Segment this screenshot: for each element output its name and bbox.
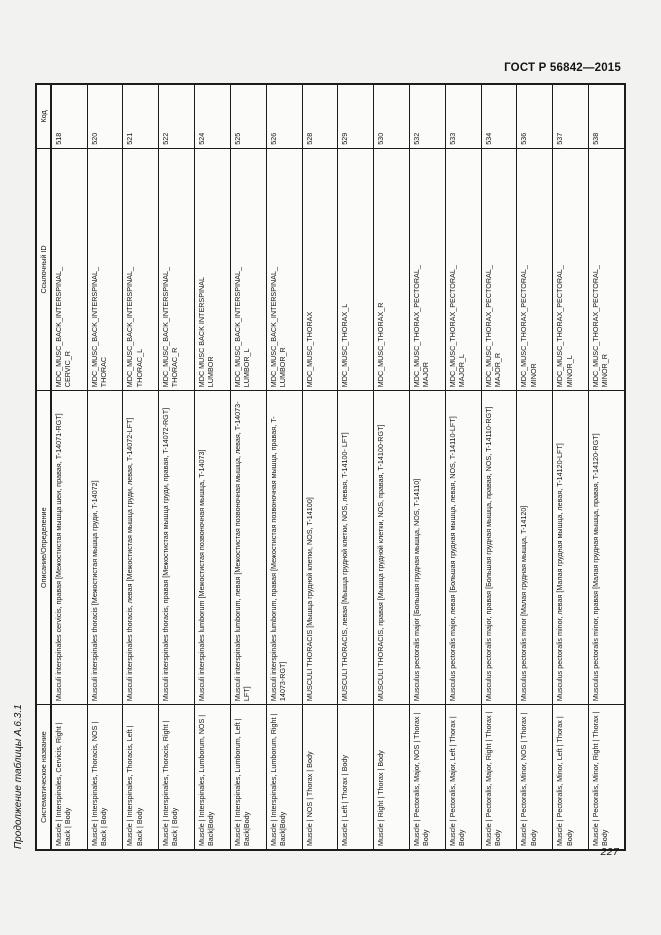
cell-code: 533 <box>445 84 482 149</box>
cell-code: 532 <box>409 84 446 149</box>
table-row: Muscle | Pectoralis, Major, NOS | Thorax… <box>409 84 446 850</box>
cell-systematic: Muscle | NOS | Thorax | Body <box>302 704 338 850</box>
cell-systematic: Muscle | Interspinales, Lumborum, Right … <box>266 704 303 850</box>
cell-code: 524 <box>194 84 231 149</box>
table-row: Muscle | Interspinales, Thoracis, Right … <box>158 84 195 850</box>
cell-systematic: Muscle | Pectoralis, Major, NOS | Thorax… <box>409 704 446 850</box>
cell-description: Musculus pectoralis minor, левая [Малая … <box>552 390 589 705</box>
column-header-systematic: Систематическое название <box>36 704 52 850</box>
table-row: Muscle | Pectoralis, Minor, NOS | Thorax… <box>516 84 553 850</box>
column-header-code: Код <box>36 84 52 149</box>
cell-reference: MDC_MUSC_THORAX_PECTORAL_ MINOR_R <box>588 148 625 391</box>
cell-code: 534 <box>481 84 517 149</box>
table-row: Muscle | Interspinales, Thoracis, NOS | … <box>87 84 123 850</box>
cell-description: Musculus pectoralis minor [Малая грудная… <box>516 390 553 705</box>
table-row: Muscle | Pectoralis, Major, Right | Thor… <box>481 84 517 850</box>
table-row: Muscle | NOS | Thorax | Body MUSCULI THOR… <box>302 84 338 850</box>
table-row: Muscle | Interspinales, Cervicis, Right … <box>51 84 88 850</box>
cell-description: Musculi interspinales lumborum, правая [… <box>266 390 303 705</box>
cell-code: 529 <box>337 84 374 149</box>
cell-description: Musculi interspinales thoracis [Межостис… <box>87 390 123 705</box>
cell-code: 525 <box>230 84 267 149</box>
cell-systematic: Muscle | Pectoralis, Minor, NOS | Thorax… <box>516 704 553 850</box>
cell-description: Musculi interspinales lumborum [Межостис… <box>194 390 231 705</box>
table-body: Muscle | Interspinales, Cervicis, Right … <box>51 84 625 850</box>
table-row: Muscle | Interspinales, Lumborum, NOS | … <box>194 84 231 850</box>
cell-systematic: Muscle | Interspinales, Thoracis, Left |… <box>122 704 159 850</box>
cell-description: Musculus pectoralis major, правая [Больш… <box>481 390 517 705</box>
cell-code: 518 <box>51 84 88 149</box>
cell-code: 537 <box>552 84 589 149</box>
cell-code: 526 <box>266 84 303 149</box>
cell-systematic: Muscle | Interspinales, Lumborum, Left |… <box>230 704 267 850</box>
cell-description: Musculi interspinales thoracis, правая [… <box>158 390 195 705</box>
rotated-table-stage: Систематическое название Описание/Опреде… <box>35 82 626 852</box>
cell-description: MUSCULI THORACIS, левая [Мышца грудной к… <box>337 390 374 705</box>
cell-code: 530 <box>373 84 410 149</box>
cell-systematic: Muscle | Pectoralis, Minor, Left | Thora… <box>552 704 589 850</box>
table-row: Muscle | Pectoralis, Minor, Right | Thor… <box>588 84 625 850</box>
cell-reference: MDC_MUSC_BACK_INTERSPINAL_ LUMBOR_R <box>266 148 303 391</box>
cell-reference: MDC_MUSC_BACK_INTERSPINAL_ THORAC <box>87 148 123 391</box>
cell-description: MUSCULI THORACIS [Мышца грудной клетки, … <box>302 390 338 705</box>
cell-reference: MDC_MUSC_THORAX_PECTORAL_ MINOR <box>516 148 553 391</box>
table-row: Muscle | Left | Thorax | Body MUSCULI THO… <box>337 84 374 850</box>
table-header-row: Систематическое название Описание/Опреде… <box>36 84 52 850</box>
column-header-reference: Ссылочный ID <box>36 148 52 391</box>
cell-reference: MDC_MUSC_THORAX_PECTORAL_ MINOR_L <box>552 148 589 391</box>
cell-reference: MDC_MUSC_BACK_INTERSPINAL_ LUMBOR_L <box>230 148 267 391</box>
cell-description: Musculus pectoralis major, левая [Больша… <box>445 390 482 705</box>
cell-code: 521 <box>122 84 159 149</box>
table-row: Muscle | Interspinales, Lumborum, Left |… <box>230 84 267 850</box>
cell-reference: MDC_MUSC_THORAX_PECTORAL_ MAJOR_L <box>445 148 482 391</box>
cell-reference: MDC_MUSC_BACK_INTERSPINAL_ THORAC_L <box>122 148 159 391</box>
table-row: Muscle | Right | Thorax | Body MUSCULI TH… <box>373 84 410 850</box>
cell-description: Musculi interspinales thoracis, левая [М… <box>122 390 159 705</box>
cell-code: 528 <box>302 84 338 149</box>
table-row: Muscle | Interspinales, Thoracis, Left |… <box>122 84 159 850</box>
cell-reference: MDC_MUSC_BACK_INTERSPINAL_ CERVIC_R <box>51 148 88 391</box>
cell-reference: MDC_MUSC_THORAX_R <box>373 148 410 391</box>
table-row: Muscle | Pectoralis, Major, Left | Thora… <box>445 84 482 850</box>
table-row: Muscle | Interspinales, Lumborum, Right … <box>266 84 303 850</box>
cell-systematic: Muscle | Left | Thorax | Body <box>337 704 374 850</box>
cell-description: Musculi interspinales cervicis, правая [… <box>51 390 88 705</box>
cell-reference: MDC_MUSC_THORAX <box>302 148 338 391</box>
table-header: Систематическое название Описание/Опреде… <box>36 84 52 850</box>
rotated-table-inner: Систематическое название Описание/Опреде… <box>35 82 626 852</box>
column-header-description: Описание/Определение <box>36 390 52 705</box>
cell-description: Musculi interspinales lumborum, левая [М… <box>230 390 267 705</box>
cell-reference: MDC_MUSC_THORAX_PECTORAL_ MAJOR_R <box>481 148 517 391</box>
cell-code: 522 <box>158 84 195 149</box>
cell-description: Musculus pectoralis minor, правая [Малая… <box>588 390 625 705</box>
cell-code: 520 <box>87 84 123 149</box>
cell-code: 538 <box>588 84 625 149</box>
cell-systematic: Muscle | Pectoralis, Major, Left | Thora… <box>445 704 482 850</box>
table-row: Muscle | Pectoralis, Minor, Left | Thora… <box>552 84 589 850</box>
anatomy-code-table: Систематическое название Описание/Опреде… <box>35 82 626 852</box>
cell-systematic: Muscle | Interspinales, Thoracis, NOS | … <box>87 704 123 850</box>
cell-code: 536 <box>516 84 553 149</box>
cell-systematic: Muscle | Interspinales, Cervicis, Right … <box>51 704 88 850</box>
cell-systematic: Muscle | Pectoralis, Major, Right | Thor… <box>481 704 517 850</box>
page-number: 227 <box>600 846 619 858</box>
cell-systematic: Muscle | Right | Thorax | Body <box>373 704 410 850</box>
cell-reference: MDC_MUSC_THORAX_PECTORAL_ MAJOR <box>409 148 446 391</box>
cell-reference: MDC_MUSC_THORAX_L <box>337 148 374 391</box>
cell-systematic: Muscle | Interspinales, Thoracis, Right … <box>158 704 195 850</box>
cell-reference: MDC_MUSC_BACK_INTERSPINAL_ THORAC_R <box>158 148 195 391</box>
cell-systematic: Muscle | Pectoralis, Minor, Right | Thor… <box>588 704 625 850</box>
table-caption: Продолжение таблицы А.6.3.1 <box>13 704 24 849</box>
cell-description: MUSCULI THORACIS, правая [Мышца грудной … <box>373 390 410 705</box>
standard-header: ГОСТ Р 56842—2015 <box>504 62 621 74</box>
cell-systematic: Muscle | Interspinales, Lumborum, NOS | … <box>194 704 231 850</box>
cell-description: Musculus pectoralis major [Большая грудн… <box>409 390 446 705</box>
cell-reference: MDC MUSC BACK INTERSPINAL LUMBOR <box>194 148 231 391</box>
